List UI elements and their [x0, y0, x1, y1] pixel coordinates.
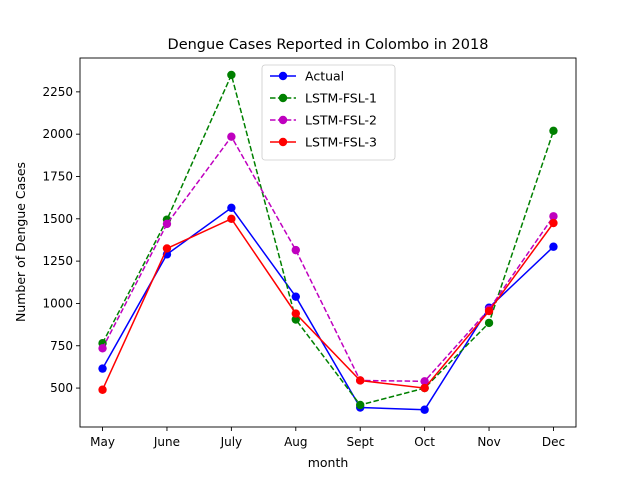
legend: Actual LSTM-FSL-1 LSTM-FSL-2 LSTM-FSL-3: [261, 64, 396, 161]
y-tick-label: 2250: [42, 85, 73, 99]
data-point: [98, 385, 107, 394]
legend-label: LSTM-FSL-3: [305, 135, 377, 150]
data-point: [162, 244, 172, 253]
legend-swatch-marker: [278, 93, 288, 103]
y-tick-label: 500: [50, 381, 73, 395]
y-axis-label: Number of Dengue Cases: [13, 162, 28, 322]
x-tick-label: June: [153, 435, 180, 449]
x-tick-label: May: [90, 435, 115, 449]
x-tick-label: July: [220, 435, 243, 449]
series-2: [98, 132, 558, 386]
data-point: [227, 203, 236, 213]
data-point: [291, 315, 300, 324]
data-point: [549, 126, 558, 135]
data-point: [420, 405, 429, 414]
y-tick-label: 750: [50, 339, 73, 353]
data-point: [227, 214, 236, 224]
series-line: [101, 217, 555, 391]
data-point: [420, 383, 429, 393]
data-point: [420, 377, 429, 386]
legend-swatch-marker: [278, 71, 288, 81]
data-point: [484, 306, 494, 316]
data-point: [227, 70, 236, 80]
data-point: [549, 212, 558, 221]
legend-box: [261, 64, 396, 161]
legend-swatch-marker: [278, 115, 288, 125]
series-line: [101, 72, 555, 406]
chart-title: Dengue Cases Reported in Colombo in 2018: [168, 37, 489, 53]
data-point: [549, 242, 558, 251]
y-tick-label: 1000: [42, 296, 73, 310]
x-tick-label: Dec: [542, 435, 565, 449]
legend-label: LSTM-FSL-1: [305, 91, 377, 106]
x-tick-label: Oct: [414, 435, 435, 449]
data-point: [227, 132, 236, 141]
data-point: [291, 309, 300, 318]
x-tick-label: Aug: [284, 435, 307, 449]
axes-frame: [79, 57, 577, 428]
series-line: [101, 135, 555, 383]
data-point: [291, 292, 300, 301]
series-3: [98, 214, 558, 394]
plot-area: [98, 70, 558, 414]
data-point: [98, 364, 107, 373]
y-tick-label: 2000: [42, 127, 73, 141]
y-tick-label: 1750: [42, 169, 73, 183]
y-tick-label: 1250: [42, 254, 73, 268]
y-tick-label: 1500: [42, 212, 73, 226]
data-point: [291, 245, 300, 255]
x-tick-label: Nov: [477, 435, 500, 449]
data-point: [549, 218, 558, 228]
x-tick-label: Sept: [347, 435, 375, 449]
data-point: [356, 400, 365, 410]
legend-swatch-marker: [278, 137, 288, 147]
data-point: [356, 376, 365, 385]
legend-label: LSTM-FSL-2: [305, 113, 377, 128]
x-axis-label: month: [308, 455, 349, 470]
data-point: [98, 344, 107, 353]
axes: May June July Aug Sept Oct Nov Dec 500 750 1000 125…: [42, 57, 577, 449]
data-point: [484, 318, 494, 328]
legend-label: Actual: [305, 69, 344, 84]
data-point: [162, 219, 172, 229]
